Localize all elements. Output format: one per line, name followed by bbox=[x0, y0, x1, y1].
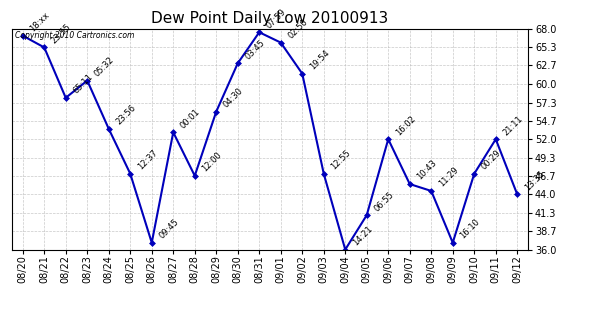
Text: 06:55: 06:55 bbox=[373, 190, 395, 213]
Text: 65:11: 65:11 bbox=[71, 72, 95, 96]
Text: 00:01: 00:01 bbox=[179, 107, 202, 130]
Text: 00:29: 00:29 bbox=[480, 148, 503, 172]
Text: 12:37: 12:37 bbox=[136, 148, 159, 172]
Text: 16:02: 16:02 bbox=[394, 114, 417, 137]
Text: 05:32: 05:32 bbox=[93, 55, 116, 78]
Text: 07:59: 07:59 bbox=[265, 7, 288, 30]
Text: Copyright 2010 Cartronics.com: Copyright 2010 Cartronics.com bbox=[14, 31, 134, 40]
Text: 21:11: 21:11 bbox=[502, 114, 524, 137]
Text: 23:56: 23:56 bbox=[115, 103, 137, 127]
Text: 13:35: 13:35 bbox=[523, 169, 546, 192]
Text: 16:10: 16:10 bbox=[458, 217, 482, 241]
Title: Dew Point Daily Low 20100913: Dew Point Daily Low 20100913 bbox=[151, 11, 389, 26]
Text: 11:29: 11:29 bbox=[437, 166, 460, 189]
Text: 12:00: 12:00 bbox=[200, 150, 223, 174]
Text: 04:30: 04:30 bbox=[222, 86, 245, 109]
Text: 02:50: 02:50 bbox=[286, 17, 310, 40]
Text: 18:xx: 18:xx bbox=[28, 11, 51, 34]
Text: 12:55: 12:55 bbox=[329, 148, 352, 172]
Text: 09:45: 09:45 bbox=[157, 217, 181, 241]
Text: 10:43: 10:43 bbox=[415, 159, 439, 182]
Text: 19:54: 19:54 bbox=[308, 48, 331, 71]
Text: 03:45: 03:45 bbox=[244, 38, 266, 61]
Text: 23:55: 23:55 bbox=[50, 22, 73, 45]
Text: 14:21: 14:21 bbox=[351, 224, 374, 247]
